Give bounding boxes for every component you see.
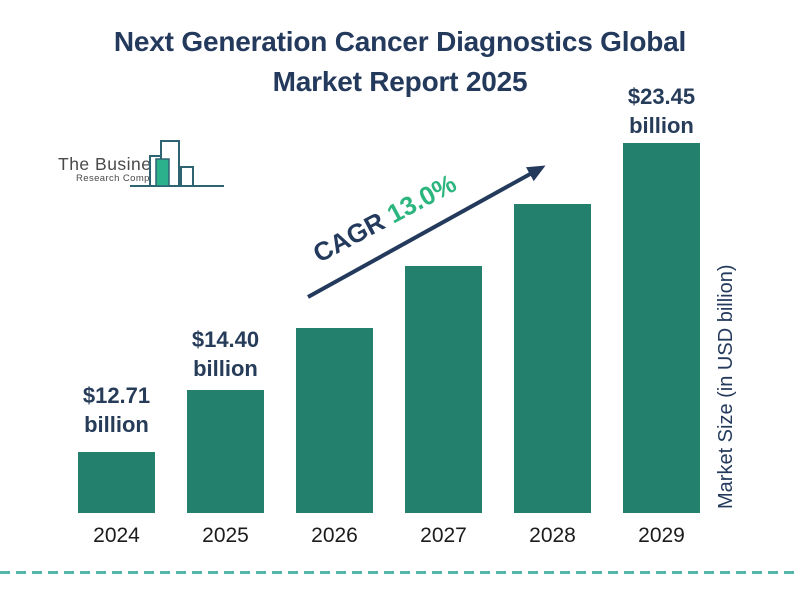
x-axis-tick-label-2026: 2026 <box>311 524 358 547</box>
x-axis-tick-label-2025: 2025 <box>202 524 249 547</box>
bar-2024 <box>78 452 155 513</box>
x-axis-tick-label-2027: 2027 <box>420 524 467 547</box>
bar-value-label-2029: $23.45 billion <box>627 84 696 138</box>
bar-value-label-2025: $14.40 billion <box>191 327 260 381</box>
page-title-line2: Market Report 2025 <box>272 66 528 97</box>
brand-name: The Business <box>58 154 171 174</box>
cagr-arrow-icon <box>307 165 546 299</box>
bar-2025 <box>187 390 264 513</box>
bar-2029 <box>623 143 700 513</box>
x-axis-tick-label-2028: 2028 <box>529 524 576 547</box>
logo-bars-icon <box>130 140 224 187</box>
page-title-line1: Next Generation Cancer Diagnostics Globa… <box>113 26 687 57</box>
bar-value-label-2024: $12.71 billion <box>82 383 151 437</box>
x-axis-tick-label-2029: 2029 <box>638 524 685 547</box>
bar-2026 <box>296 328 373 513</box>
brand-logo: The Business Research Company <box>55 130 240 198</box>
brand-subname: Research Company <box>76 173 167 184</box>
bar-2028 <box>514 204 591 513</box>
bottom-dashed-divider <box>0 571 800 574</box>
bar-2027 <box>405 266 482 513</box>
x-axis-tick-label-2024: 2024 <box>93 524 140 547</box>
